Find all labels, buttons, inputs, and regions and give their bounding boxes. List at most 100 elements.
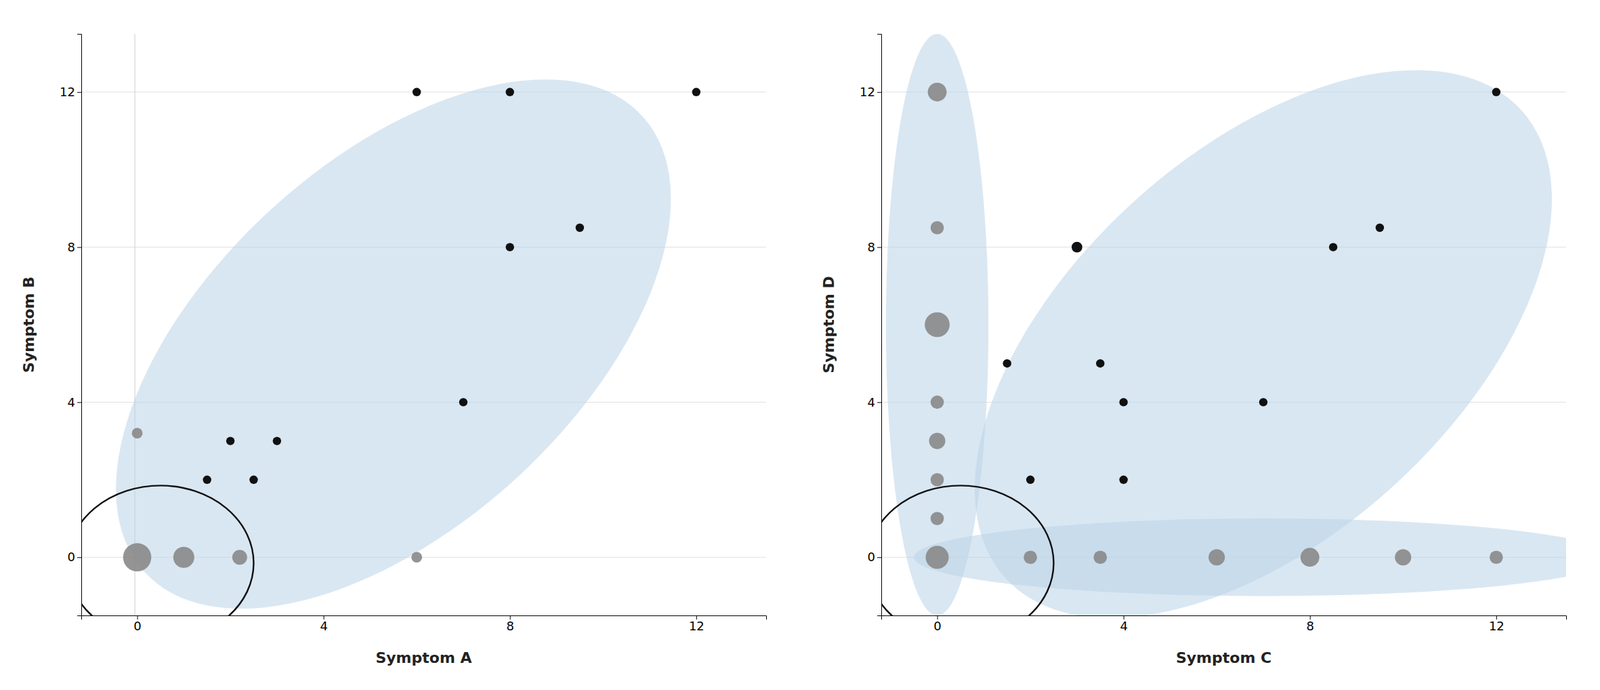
dot [1093, 550, 1107, 564]
series [202, 88, 701, 484]
circle-outline [81, 485, 254, 616]
tick-mark [77, 247, 82, 248]
axis-line [81, 615, 767, 620]
tick-label: 8 [1306, 618, 1315, 633]
tick-label: 0 [933, 618, 941, 633]
dot [1208, 548, 1225, 565]
dot [272, 436, 282, 445]
tick: 4 [319, 615, 328, 633]
x-axis-title: Symptom A [375, 648, 472, 666]
dot [123, 542, 152, 572]
series [924, 82, 1504, 569]
dot [930, 511, 945, 525]
dot [925, 545, 950, 569]
dot [930, 472, 945, 487]
tick: 4 [867, 394, 882, 410]
tick-mark [877, 92, 882, 93]
dot [1119, 475, 1128, 484]
dot [1026, 475, 1035, 484]
dot [1002, 359, 1011, 368]
tick: 0 [867, 549, 882, 564]
plot-area [881, 33, 1567, 616]
plot-area [81, 33, 767, 616]
dot [249, 475, 258, 484]
dot [226, 436, 235, 445]
dot [928, 82, 947, 102]
tick: 8 [506, 615, 515, 633]
ellipses [81, 33, 767, 616]
tick-label: 0 [67, 549, 76, 564]
tick-label: 4 [67, 394, 76, 410]
tick-mark [877, 247, 882, 248]
dot [411, 551, 423, 563]
dot [232, 549, 248, 565]
dot [930, 220, 945, 235]
tick: 4 [67, 394, 82, 410]
dot [1489, 550, 1504, 564]
tick-label: 12 [859, 84, 876, 99]
tick-mark [877, 401, 882, 403]
x-axis: 0 4 8 12 [81, 615, 767, 633]
dot [1023, 550, 1038, 564]
panel: 0 4 8 12 0 4 8 12 Symptom A Symptom B [8, 0, 780, 690]
axis-line [881, 615, 1567, 620]
tick-label: 4 [867, 394, 876, 410]
dot [1071, 241, 1083, 253]
ellipse [81, 33, 767, 616]
grid-line [81, 91, 767, 93]
series [123, 427, 423, 572]
dot [1300, 547, 1320, 567]
x-axis: 0 4 8 12 [881, 615, 1567, 633]
ellipse [881, 33, 1567, 616]
tick: 4 [1119, 615, 1128, 633]
y-axis-title: Symptom B [20, 276, 38, 373]
tick-mark [77, 401, 82, 403]
tick-mark [77, 92, 82, 93]
tick: 0 [133, 615, 141, 633]
tick-label: 4 [1119, 618, 1128, 633]
tick-mark [877, 556, 882, 558]
tick-label: 8 [867, 239, 876, 255]
dot [202, 475, 211, 484]
ellipse [886, 33, 989, 616]
dot [132, 427, 143, 439]
dot [929, 432, 946, 450]
tick: 8 [1306, 615, 1315, 633]
x-axis-title: Symptom C [1175, 648, 1272, 666]
tick-label: 0 [867, 549, 876, 564]
dot [459, 397, 468, 406]
tick-label: 12 [688, 618, 705, 633]
dot [1259, 397, 1268, 406]
tick-label: 8 [67, 239, 76, 255]
y-axis: 0 4 8 12 [859, 34, 882, 616]
dot [1375, 223, 1384, 232]
dot [1492, 88, 1501, 97]
dot [1096, 359, 1105, 368]
dot [506, 242, 515, 251]
tick-mark [77, 556, 82, 558]
tick: 0 [933, 615, 941, 633]
tick: 12 [1488, 615, 1505, 633]
dot [692, 88, 701, 97]
tick-label: 0 [133, 618, 141, 633]
series [1002, 88, 1501, 484]
dot [575, 223, 584, 232]
tick: 12 [59, 84, 82, 99]
ellipses [881, 33, 1567, 616]
tick: 12 [688, 615, 705, 633]
dot [506, 88, 515, 97]
y-axis-title: Symptom D [820, 275, 838, 373]
tick-label: 8 [506, 618, 515, 633]
tick-label: 4 [319, 618, 328, 633]
dot [1119, 397, 1128, 406]
panel: 0 4 8 12 0 4 8 12 Symptom C Symptom D [820, 0, 1600, 690]
axis-line [77, 34, 82, 616]
tick: 12 [859, 84, 882, 99]
axis-line [877, 34, 882, 616]
tick-label: 12 [59, 84, 76, 99]
dot [930, 395, 945, 410]
dot [412, 88, 421, 97]
y-axis: 0 4 8 12 [59, 34, 82, 616]
dot [924, 312, 950, 338]
tick-label: 12 [1488, 618, 1505, 633]
